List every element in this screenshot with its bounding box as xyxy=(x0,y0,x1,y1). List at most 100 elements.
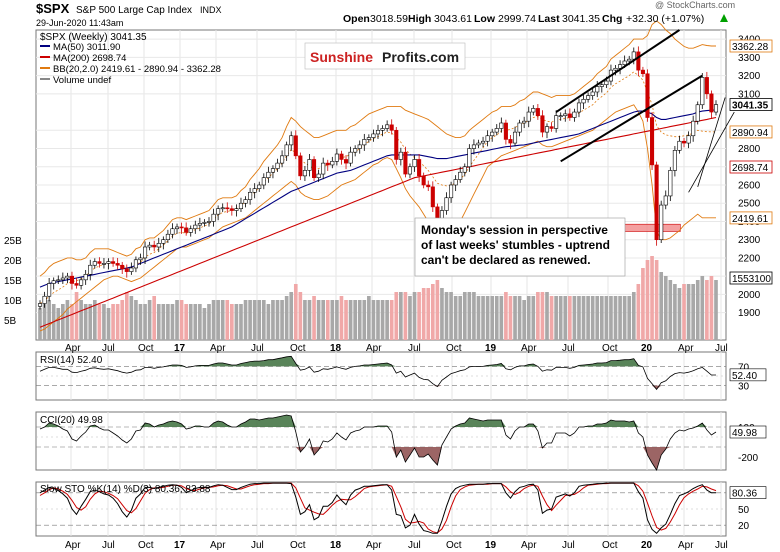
candle-body xyxy=(330,160,335,166)
volume-bar xyxy=(207,304,211,340)
candle-body xyxy=(672,150,677,171)
x-tick-label: Jul xyxy=(251,343,264,354)
candle-body xyxy=(494,128,499,133)
volume-bar xyxy=(289,292,294,340)
candle-body xyxy=(229,208,234,211)
candle-body xyxy=(421,175,426,186)
volume-bar xyxy=(152,296,157,340)
candle-body xyxy=(143,246,148,259)
volume-bar xyxy=(321,300,326,340)
candle-body xyxy=(371,133,376,138)
uptrend-line-a xyxy=(697,97,726,187)
candle-body xyxy=(270,168,275,173)
candle-body xyxy=(686,135,691,144)
rsi-tick: 30 xyxy=(738,382,750,393)
volume-bar xyxy=(504,292,508,340)
x-tick-label-bottom: Apr xyxy=(678,540,694,551)
annotation-text: Monday's session in perspective xyxy=(421,223,608,237)
candle-body xyxy=(42,295,47,304)
price-tag-label: 1553100 xyxy=(732,274,771,285)
volume-bar xyxy=(307,300,312,340)
x-tick-label-bottom: Apr xyxy=(210,540,226,551)
candle-body xyxy=(307,159,312,171)
uptrend-line-b xyxy=(688,111,735,193)
x-tick-label-bottom: Jul xyxy=(251,540,264,551)
candle-body xyxy=(622,60,627,65)
candle-body xyxy=(531,108,536,113)
volume-bar xyxy=(179,300,184,340)
volume-bar xyxy=(138,304,143,340)
x-tick-label-bottom: Jul xyxy=(715,540,728,551)
x-tick-label: Oct xyxy=(602,343,618,354)
copyright: @ StockCharts.com xyxy=(655,0,735,10)
x-tick-label: Apr xyxy=(521,343,537,354)
volume-bar xyxy=(399,292,403,340)
volume-bar xyxy=(513,296,517,340)
volume-bar xyxy=(682,284,686,340)
candle-body xyxy=(627,58,632,62)
candle-body xyxy=(453,179,458,186)
candle-body xyxy=(243,199,248,204)
price-tag-label: 2419.61 xyxy=(732,214,769,225)
candle-body xyxy=(216,208,221,215)
sto-tag-label: 80.36 xyxy=(732,489,757,500)
header-low: 2999.74 xyxy=(498,13,536,25)
candle-body xyxy=(586,95,591,100)
volume-bar xyxy=(225,300,230,340)
volume-bar xyxy=(650,256,654,340)
price-tag xyxy=(729,211,773,225)
volume-bar xyxy=(417,292,421,340)
candle-body xyxy=(120,264,125,270)
volume-bar xyxy=(124,292,129,340)
x-tick-label-bottom: 19 xyxy=(485,540,497,551)
up-arrow-icon xyxy=(720,14,728,22)
volume-bar xyxy=(70,304,74,340)
candle-body xyxy=(535,108,540,117)
volume-bar xyxy=(143,304,147,340)
volume-bar xyxy=(380,300,385,340)
candle-body xyxy=(663,195,668,206)
volume-bar xyxy=(394,292,399,340)
volume-bar xyxy=(586,296,590,340)
volume-bar xyxy=(170,304,175,340)
candle-body xyxy=(312,159,317,179)
y-tick-label: 2800 xyxy=(738,144,761,155)
x-tick-label: 17 xyxy=(174,343,186,354)
volume-bar xyxy=(709,276,714,340)
candle-body xyxy=(713,104,719,113)
candle-body xyxy=(563,113,568,117)
candle-body xyxy=(490,131,495,137)
candle-body xyxy=(252,188,257,193)
y-tick-label: 2600 xyxy=(738,181,761,192)
candle-body xyxy=(275,162,280,169)
volume-bar xyxy=(376,300,380,340)
candle-body xyxy=(197,222,202,226)
logo-text-profits: Profits.com xyxy=(382,49,459,65)
volume-bar xyxy=(385,300,389,340)
candle-body xyxy=(394,129,399,160)
x-tick-label: Jul xyxy=(562,343,575,354)
volume-bar xyxy=(654,260,659,340)
ma200-line xyxy=(39,116,717,328)
candle-body xyxy=(709,93,714,113)
candle-body xyxy=(677,140,682,151)
candle-body xyxy=(334,153,339,162)
volume-bar xyxy=(631,292,636,340)
candle-body xyxy=(293,135,298,157)
candle-body xyxy=(211,213,216,222)
volume-bar xyxy=(695,280,700,340)
candle-body xyxy=(298,155,303,177)
volume-bar xyxy=(239,304,243,340)
volume-tick-label: 25B xyxy=(4,236,22,247)
volume-bar xyxy=(188,304,193,340)
candle-body xyxy=(681,140,687,144)
volume-bar xyxy=(275,300,280,340)
volume-bar xyxy=(353,300,357,340)
header-chg_label: Chg xyxy=(602,13,622,25)
volume-bar xyxy=(42,304,47,340)
volume-bar xyxy=(193,304,198,340)
candle-body xyxy=(316,173,321,179)
volume-bar xyxy=(230,304,234,340)
x-tick-label-bottom: Apr xyxy=(65,540,81,551)
candle-body xyxy=(69,275,75,284)
